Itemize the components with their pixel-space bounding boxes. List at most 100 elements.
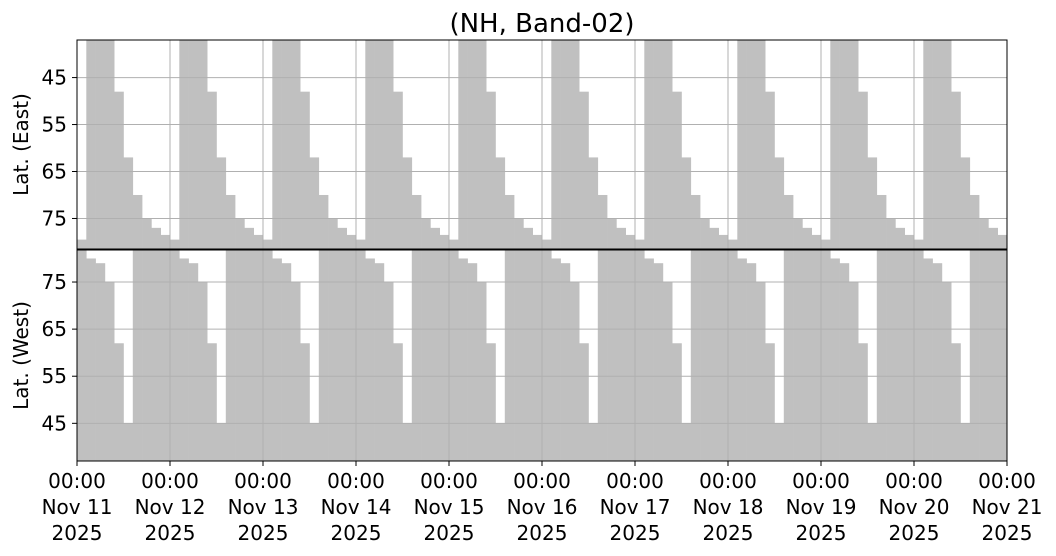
bar (588, 157, 599, 249)
x-tick-label-line: 2025 (610, 521, 661, 545)
bar (253, 234, 264, 249)
bar (848, 40, 859, 249)
bar (476, 40, 487, 249)
x-tick-label: 00:00 Nov 13 2025 (228, 469, 299, 545)
x-tick-label-line: Nov 21 (972, 495, 1043, 519)
bar (383, 282, 394, 461)
bar (337, 250, 347, 461)
x-tick-label: 00:00 Nov 11 2025 (42, 469, 113, 545)
bar (830, 40, 840, 249)
bar (411, 194, 422, 249)
bar (569, 40, 580, 249)
x-tick-label-line: 00:00 (606, 469, 664, 493)
bar (253, 250, 264, 461)
bar (421, 218, 431, 249)
bar (839, 40, 850, 249)
x-tick-label: 00:00 Nov 21 2025 (972, 469, 1043, 545)
bar (793, 250, 803, 461)
bar (95, 40, 106, 249)
bar (597, 250, 608, 461)
plot-frame (76, 39, 1008, 250)
bar (290, 40, 301, 249)
x-tick-label: 00:00 Nov 15 2025 (414, 469, 485, 545)
bar (737, 40, 747, 249)
bar (681, 423, 692, 461)
bar (337, 227, 347, 249)
bar (430, 227, 440, 249)
bar (560, 40, 571, 249)
x-tick-label-line: Nov 12 (135, 495, 206, 519)
x-tick-label-line: 2025 (796, 521, 847, 545)
bar (458, 258, 468, 461)
bar (895, 250, 905, 461)
x-tick-label-line: Nov 11 (42, 495, 113, 519)
bar (755, 40, 766, 249)
bar (997, 250, 1008, 461)
y-axis-label: Lat. (West) (9, 301, 33, 410)
y-tick-label: 65 (42, 160, 67, 184)
bar (114, 343, 124, 461)
bar (811, 234, 822, 249)
y-tick-label: 55 (42, 113, 67, 137)
bar (532, 234, 543, 249)
bar (904, 250, 915, 461)
x-tick-label-line: Nov 14 (321, 495, 392, 519)
bar (988, 227, 998, 249)
bar (867, 157, 878, 249)
chart-title: (NH, Band-02) (449, 9, 634, 39)
bar (523, 227, 533, 249)
y-axis-label: Lat. (East) (9, 93, 33, 196)
bar (160, 234, 171, 249)
x-tick-label-line: 00:00 (327, 469, 385, 493)
bar (328, 218, 338, 249)
bar (653, 263, 664, 461)
bar (393, 343, 403, 461)
bar (830, 258, 840, 461)
bar (170, 250, 180, 461)
bar (467, 263, 478, 461)
bar (811, 250, 822, 461)
bar (700, 218, 710, 249)
bar (783, 194, 794, 249)
bar (374, 40, 385, 249)
bar (914, 250, 924, 461)
x-tick-label-line: 00:00 (234, 469, 292, 493)
x-tick-label-line: 2025 (331, 521, 382, 545)
bar (923, 40, 933, 249)
x-tick-label-line: 2025 (703, 521, 754, 545)
bar (876, 194, 887, 249)
bar (486, 343, 496, 461)
bar (672, 343, 682, 461)
bar (644, 40, 654, 249)
bar (309, 423, 320, 461)
bar (746, 263, 757, 461)
bar (104, 282, 115, 461)
bar (188, 40, 199, 249)
bar (560, 263, 571, 461)
bar (728, 250, 738, 461)
bar (104, 40, 115, 249)
x-tick-label-line: 00:00 (978, 469, 1036, 493)
x-tick-label-line: 00:00 (141, 469, 199, 493)
bar (151, 250, 161, 461)
x-tick-label-line: Nov 15 (414, 495, 485, 519)
bar (662, 40, 673, 249)
bar (774, 157, 785, 249)
bar (476, 282, 487, 461)
bar (123, 157, 134, 249)
bar (895, 227, 905, 249)
bar (207, 343, 217, 461)
bar (197, 40, 208, 249)
bar (616, 227, 626, 249)
bar (635, 239, 645, 249)
bar (960, 423, 971, 461)
bar (625, 234, 636, 249)
bar (690, 250, 701, 461)
bar (439, 234, 450, 249)
bar (532, 250, 543, 461)
x-tick-label-line: 2025 (982, 521, 1033, 545)
bar (197, 282, 208, 461)
bar (765, 343, 775, 461)
bar (876, 250, 887, 461)
